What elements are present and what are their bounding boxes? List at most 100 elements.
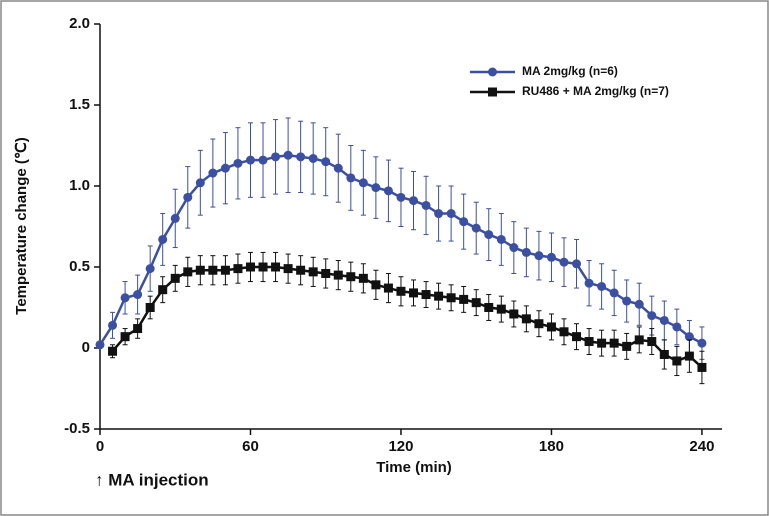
point bbox=[697, 362, 707, 372]
legend-label: RU486 + MA 2mg/kg (n=7) bbox=[522, 84, 669, 98]
annotation: ↑ MA injection bbox=[95, 470, 209, 489]
point bbox=[496, 304, 506, 314]
y-tick-label: 2.0 bbox=[69, 15, 90, 32]
point bbox=[672, 322, 682, 332]
point bbox=[496, 234, 506, 244]
point bbox=[346, 173, 356, 183]
point bbox=[283, 150, 293, 160]
point bbox=[245, 155, 255, 165]
point bbox=[145, 264, 155, 274]
point bbox=[271, 152, 281, 162]
point bbox=[183, 192, 193, 202]
legend-label: MA 2mg/kg (n=6) bbox=[522, 64, 618, 78]
point bbox=[471, 298, 481, 308]
point bbox=[108, 320, 118, 330]
point bbox=[321, 157, 331, 167]
point bbox=[296, 152, 306, 162]
point bbox=[220, 163, 230, 173]
point bbox=[572, 259, 582, 269]
point bbox=[158, 234, 168, 244]
point bbox=[684, 332, 694, 342]
point bbox=[120, 293, 130, 303]
point bbox=[195, 178, 205, 188]
point bbox=[459, 294, 469, 304]
point bbox=[108, 346, 118, 356]
point bbox=[95, 340, 105, 350]
point bbox=[133, 290, 143, 300]
point bbox=[546, 252, 556, 262]
point bbox=[559, 257, 569, 267]
point bbox=[647, 337, 657, 347]
x-axis-label: Time (min) bbox=[376, 459, 452, 476]
point bbox=[220, 265, 230, 275]
x-tick-label: 120 bbox=[388, 438, 413, 455]
x-tick-label: 240 bbox=[689, 438, 714, 455]
y-axis-label: Temperature change (℃) bbox=[13, 137, 30, 314]
point bbox=[634, 335, 644, 345]
point bbox=[233, 264, 243, 274]
point bbox=[434, 209, 444, 219]
point bbox=[647, 311, 657, 321]
x-tick-label: 60 bbox=[242, 438, 259, 455]
point bbox=[534, 319, 544, 329]
point bbox=[245, 262, 255, 272]
point bbox=[672, 356, 682, 366]
point bbox=[622, 341, 632, 351]
point bbox=[308, 153, 318, 163]
point bbox=[333, 270, 343, 280]
point bbox=[546, 322, 556, 332]
point bbox=[208, 265, 218, 275]
legend-marker bbox=[488, 67, 497, 77]
point bbox=[434, 291, 444, 301]
point bbox=[396, 286, 406, 296]
point bbox=[409, 288, 419, 298]
point bbox=[459, 217, 469, 227]
point bbox=[346, 272, 356, 282]
point bbox=[183, 267, 193, 277]
point bbox=[396, 192, 406, 202]
point bbox=[321, 268, 331, 278]
point bbox=[521, 314, 531, 324]
point bbox=[271, 262, 281, 272]
y-tick-label: -0.5 bbox=[64, 420, 90, 437]
point bbox=[371, 183, 381, 193]
point bbox=[120, 332, 130, 342]
point bbox=[308, 267, 318, 277]
point bbox=[634, 299, 644, 309]
point bbox=[145, 303, 155, 312]
point bbox=[258, 262, 268, 272]
point bbox=[509, 243, 519, 253]
y-tick-label: 0.5 bbox=[69, 258, 90, 275]
point bbox=[208, 168, 218, 178]
point bbox=[597, 338, 607, 348]
point bbox=[697, 338, 707, 348]
y-tick-label: 1.5 bbox=[69, 96, 90, 113]
point bbox=[383, 283, 393, 293]
point bbox=[659, 315, 669, 325]
point bbox=[421, 200, 431, 210]
point bbox=[409, 196, 419, 206]
point bbox=[484, 230, 494, 240]
point bbox=[484, 303, 494, 312]
point bbox=[158, 285, 168, 295]
point bbox=[509, 309, 519, 319]
point bbox=[170, 273, 180, 283]
point bbox=[521, 247, 531, 257]
point bbox=[446, 293, 456, 303]
point bbox=[233, 158, 243, 168]
point bbox=[195, 265, 205, 275]
point bbox=[333, 163, 343, 173]
y-tick-label: 1.0 bbox=[69, 177, 90, 194]
point bbox=[383, 186, 393, 196]
point bbox=[283, 264, 293, 274]
point bbox=[597, 281, 607, 291]
point bbox=[371, 280, 381, 290]
x-tick-label: 180 bbox=[539, 438, 564, 455]
point bbox=[170, 213, 180, 223]
point bbox=[296, 265, 306, 275]
point bbox=[622, 296, 632, 306]
point bbox=[421, 290, 431, 300]
point bbox=[609, 288, 619, 298]
